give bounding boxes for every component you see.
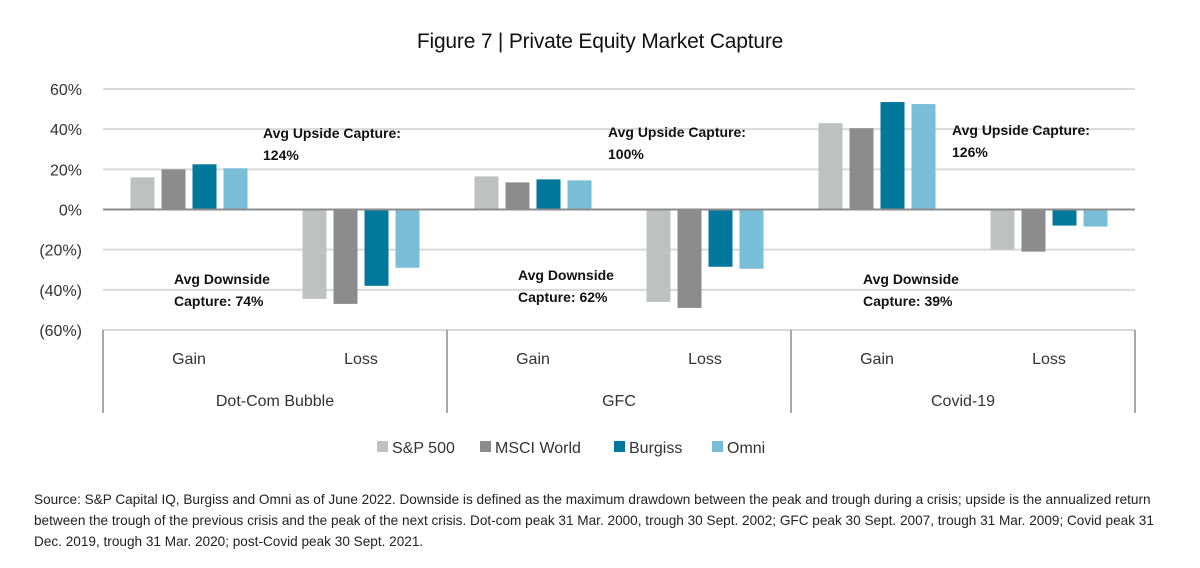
legend-swatch [480,441,491,452]
bar [708,209,733,267]
bar [161,169,186,210]
legend-label: MSCI World [495,440,581,457]
annotation-line: Capture: 39% [863,293,953,309]
bar [536,179,561,210]
legend-label: S&P 500 [392,440,455,457]
bar [1083,209,1108,227]
bar [130,177,155,210]
bar [333,209,358,304]
bar [1021,209,1046,252]
annotation-line: Avg Downside [174,271,270,287]
annotation-label: Avg Downside Capture: 74% [174,271,270,309]
annotation-label: Avg Downside Capture: 39% [863,271,959,309]
annotation-line: Avg Upside Capture: [263,125,401,141]
x-category-label: Gain [172,351,206,368]
y-tick-label: (40%) [39,283,82,300]
x-category-label: Gain [860,351,894,368]
bar [990,209,1015,250]
legend-swatch [377,441,388,452]
x-group-label: Covid-19 [931,393,995,410]
chart-title: Figure 7 | Private Equity Market Capture [416,30,784,53]
x-category-label: Gain [516,351,550,368]
x-category-label: Loss [1032,351,1066,368]
legend-swatch [712,441,723,452]
bar [818,123,843,210]
source-note: Source: S&P Capital IQ, Burgiss and Omni… [34,492,1154,549]
y-tick-label: 60% [50,82,82,99]
bars [130,102,1108,308]
legend: S&P 500 MSCI World Burgiss Omni [377,440,765,457]
bar [1052,209,1077,226]
bar [880,102,905,210]
bar-chart: 60% 40% 20% 0% (20%) (40%) (60%) Gain Loss Gain L… [39,82,1136,457]
annotation-line: Capture: 62% [518,289,608,305]
bar [505,182,530,210]
bar [911,104,936,210]
annotation-line: 124% [263,147,299,163]
legend-label: Burgiss [629,440,682,457]
bar [364,209,389,286]
annotation-label: Avg Downside Capture: 62% [518,267,614,305]
annotation-label: Avg Upside Capture: 126% [952,122,1090,160]
bar [849,128,874,210]
legend-label: Omni [727,440,765,457]
x-group-label: GFC [602,393,636,410]
bar [302,209,327,299]
y-axis: 60% 40% 20% 0% (20%) (40%) (60%) [39,82,82,340]
bar [567,180,592,210]
annotation-label: Avg Upside Capture: 124% [263,125,401,163]
bar [677,209,702,308]
x-group-label: Dot-Com Bubble [216,393,334,410]
annotation-line: Capture: 74% [174,293,264,309]
y-tick-label: (20%) [39,243,82,260]
annotation-line: 126% [952,144,988,160]
annotation-line: Avg Downside [863,271,959,287]
bar [192,164,217,210]
annotation-line: Avg Downside [518,267,614,283]
x-axis: Gain Loss Gain Loss Gain Loss Dot-Com Bubble GF… [102,330,1136,413]
y-tick-label: 20% [50,162,82,179]
annotation-line: 100% [608,146,644,162]
x-category-label: Loss [344,351,378,368]
legend-swatch [614,441,625,452]
bar [474,176,499,210]
y-tick-label: 0% [59,203,82,220]
annotation-line: Avg Upside Capture: [952,122,1090,138]
bar [395,209,420,268]
gridlines [103,88,1135,331]
bar [646,209,671,302]
annotation-label: Avg Upside Capture: 100% [608,124,746,162]
annotations: Avg Upside Capture: 124% Avg Downside Captu… [174,122,1090,309]
y-tick-label: 40% [50,122,82,139]
bar [739,209,764,269]
bar [223,168,248,210]
annotation-line: Avg Upside Capture: [608,124,746,140]
y-tick-label: (60%) [39,323,82,340]
x-category-label: Loss [688,351,722,368]
